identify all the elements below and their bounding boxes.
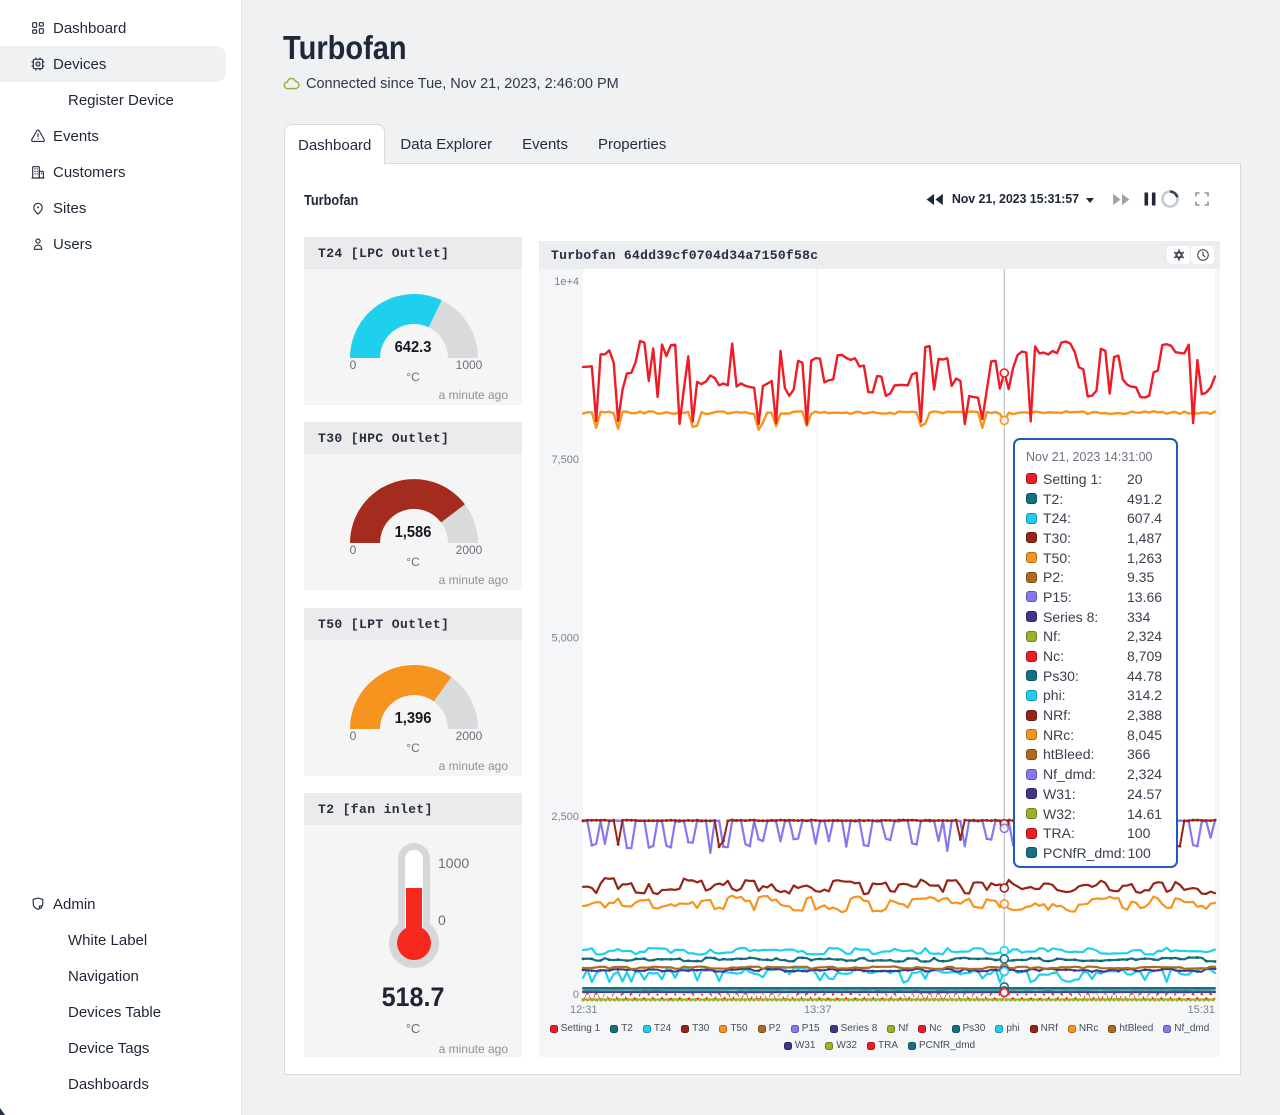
svg-text:0: 0: [573, 989, 579, 1001]
svg-text:2,500: 2,500: [551, 811, 579, 823]
svg-text:5,000: 5,000: [551, 633, 579, 645]
svg-text:7,500: 7,500: [551, 454, 579, 466]
svg-text:1e+4: 1e+4: [554, 276, 579, 288]
